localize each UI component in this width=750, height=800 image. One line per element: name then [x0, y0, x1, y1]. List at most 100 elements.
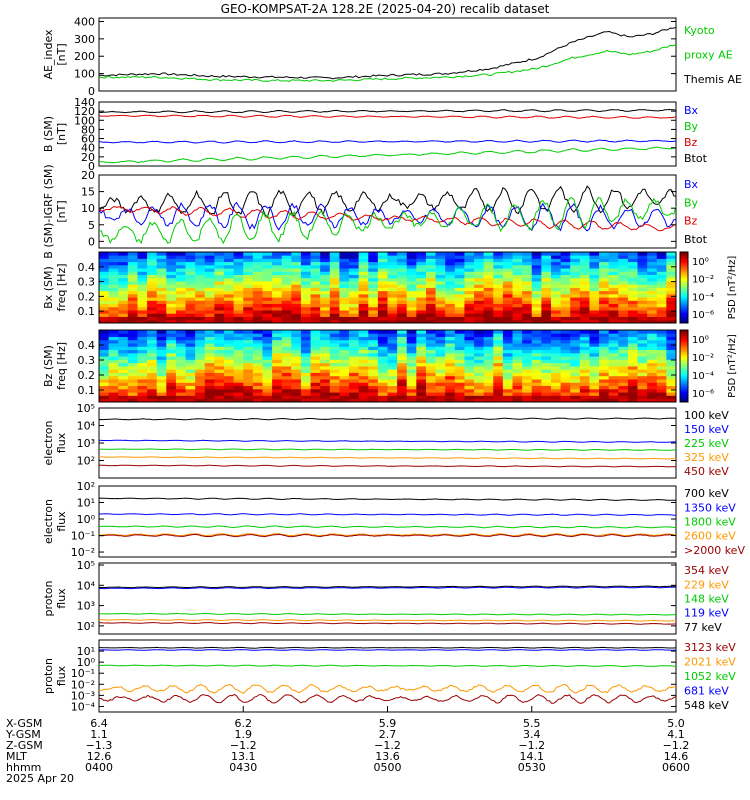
spectrogram-cell — [320, 287, 331, 292]
colorbar-cell — [680, 373, 688, 376]
spectrogram-cell — [377, 252, 388, 256]
spectrogram-cell — [541, 349, 552, 354]
spectrogram-cell — [118, 293, 129, 298]
spectrogram-cell — [99, 303, 110, 308]
spectrogram-cell — [291, 343, 302, 347]
spectrogram-cell — [291, 255, 302, 259]
spectrogram-cell — [147, 395, 158, 400]
spectrogram-cell — [368, 359, 379, 364]
spectrogram-cell — [627, 379, 638, 383]
spectrogram-cell — [435, 336, 446, 341]
series-line — [98, 683, 677, 695]
spectrogram-cell — [608, 346, 619, 351]
spectrogram-cell — [137, 264, 148, 269]
spectrogram-cell — [108, 385, 119, 390]
spectrogram-cell — [579, 385, 590, 390]
spectrogram-cell — [156, 339, 167, 344]
spectrogram-cell — [281, 271, 292, 275]
legend-entry: Bx — [684, 178, 699, 191]
y-tick-label: 0.2 — [78, 369, 96, 382]
spectrogram-cell — [445, 385, 456, 390]
spectrogram-cell — [214, 392, 225, 396]
spectrogram-cell — [233, 300, 244, 305]
series-line — [98, 618, 677, 622]
spectrogram-cell — [127, 362, 138, 367]
y-axis-label: B (SM) — [42, 116, 55, 152]
spectrogram-cell — [627, 268, 638, 272]
spectrogram-cell — [233, 398, 244, 403]
spectrogram-cell — [252, 297, 263, 301]
spectrogram-cell — [512, 310, 523, 314]
y-tick-label: 10⁻⁴ — [71, 700, 96, 713]
spectrogram-cell — [397, 258, 408, 263]
spectrogram-cell — [329, 346, 340, 351]
spectrogram-cell — [397, 274, 408, 279]
spectrogram-cell — [474, 255, 485, 259]
spectrogram-cell — [185, 346, 196, 351]
spectrogram-cell — [291, 379, 302, 383]
spectrogram-cell — [329, 385, 340, 390]
spectrogram-cell — [445, 333, 456, 337]
spectrogram-cell — [310, 382, 321, 387]
spectrogram-cell — [262, 306, 273, 311]
spectrogram-cell — [531, 366, 542, 370]
spectrogram-cell — [147, 372, 158, 377]
spectrogram-cell — [175, 375, 186, 380]
spectrogram-cell — [608, 310, 619, 314]
spectrogram-cell — [300, 261, 311, 266]
y-tick-label: 10⁻² — [71, 678, 95, 691]
spectrogram-cell — [435, 258, 446, 263]
spectrogram-cell — [339, 300, 350, 305]
y-tick-label: 15 — [81, 186, 95, 199]
spectrogram-cell — [108, 290, 119, 295]
spectrogram-cell — [118, 290, 129, 295]
spectrogram-cell — [454, 385, 465, 390]
spectrogram-cell — [435, 385, 446, 390]
spectrogram-cell — [195, 366, 206, 370]
spectrogram-cell — [195, 343, 206, 347]
spectrogram-cell — [339, 264, 350, 269]
spectrogram-cell — [406, 362, 417, 367]
spectrogram-cell — [310, 379, 321, 383]
y-tick-label: 100 — [74, 68, 95, 81]
spectrogram-cell — [127, 313, 138, 317]
spectrogram-cell — [214, 293, 225, 298]
spectrogram-cell — [647, 388, 658, 393]
spectrogram-cell — [387, 346, 398, 351]
spectrogram-cell — [579, 372, 590, 377]
spectrogram-cell — [435, 316, 446, 321]
spectrogram-cell — [589, 395, 600, 400]
y-axis-label: [nT] — [55, 200, 68, 222]
spectrogram-cell — [224, 274, 235, 279]
spectrogram-cell — [656, 375, 667, 380]
spectrogram-cell — [483, 339, 494, 344]
spectrogram-cell — [377, 362, 388, 367]
spectrogram-cell — [454, 346, 465, 351]
spectrogram-cell — [291, 293, 302, 298]
spectrogram-cell — [531, 339, 542, 344]
spectrogram-cell — [608, 330, 619, 334]
spectrogram-cell — [185, 277, 196, 282]
spectrogram-cell — [262, 293, 273, 298]
spectrogram-cell — [406, 297, 417, 301]
spectrogram-cell — [512, 366, 523, 370]
spectrogram-cell — [406, 284, 417, 288]
spectrogram-cell — [300, 300, 311, 305]
spectrogram-cell — [502, 385, 513, 390]
spectrogram-cell — [666, 339, 677, 344]
spectrogram-cell — [656, 395, 667, 400]
spectrogram-cell — [589, 372, 600, 377]
ephemeris-value: 1.9 — [235, 728, 253, 741]
colorbar-cell — [680, 271, 688, 274]
spectrogram-cell — [329, 274, 340, 279]
spectrogram-cell — [522, 366, 533, 370]
spectrogram-cell — [483, 362, 494, 367]
spectrogram-cell — [368, 316, 379, 321]
spectrogram-cell — [397, 343, 408, 347]
spectrogram-cell — [204, 261, 215, 266]
spectrogram-cell — [214, 261, 225, 266]
spectrogram-cell — [502, 330, 513, 334]
spectrogram-cell — [579, 287, 590, 292]
spectrogram-cell — [185, 310, 196, 314]
